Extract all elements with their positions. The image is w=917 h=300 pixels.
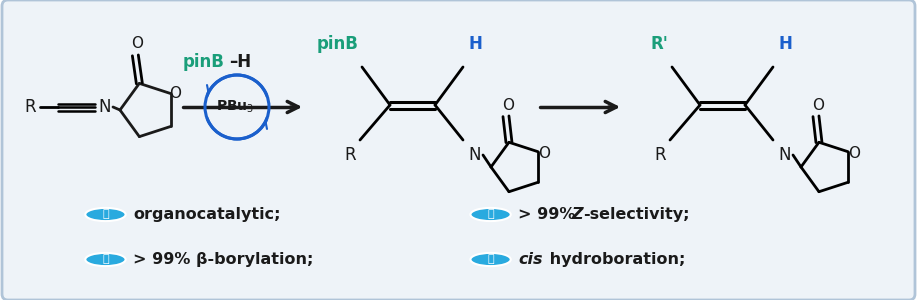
Text: PBu$_3$: PBu$_3$ [215, 99, 254, 115]
Text: pinB: pinB [316, 35, 358, 53]
Circle shape [85, 208, 126, 221]
Text: organocatalytic;: organocatalytic; [133, 207, 281, 222]
Text: hydroboration;: hydroboration; [544, 252, 685, 267]
Text: H: H [779, 35, 793, 53]
Text: O: O [502, 98, 514, 113]
Text: R: R [344, 146, 356, 164]
Text: O: O [812, 98, 824, 113]
Text: R: R [24, 98, 36, 116]
Text: 👍: 👍 [102, 254, 109, 265]
Text: > 99% β-borylation;: > 99% β-borylation; [133, 252, 314, 267]
Text: -selectivity;: -selectivity; [583, 207, 690, 222]
Circle shape [85, 253, 126, 266]
Text: cis: cis [518, 252, 543, 267]
Text: O: O [131, 36, 143, 51]
Text: O: O [169, 86, 181, 101]
Text: Z: Z [571, 207, 583, 222]
Circle shape [470, 253, 511, 266]
Text: –H: –H [229, 53, 251, 71]
Text: N: N [779, 146, 791, 164]
Text: > 99%: > 99% [518, 207, 581, 222]
Text: R: R [654, 146, 666, 164]
Circle shape [470, 208, 511, 221]
Text: O: O [848, 146, 860, 161]
Text: 👍: 👍 [102, 209, 109, 220]
Text: R': R' [650, 35, 668, 53]
Text: N: N [469, 146, 481, 164]
Text: H: H [469, 35, 483, 53]
Text: pinB: pinB [183, 53, 225, 71]
Text: 👍: 👍 [487, 209, 494, 220]
Text: N: N [99, 98, 111, 116]
Text: 👍: 👍 [487, 254, 494, 265]
Text: O: O [538, 146, 550, 161]
